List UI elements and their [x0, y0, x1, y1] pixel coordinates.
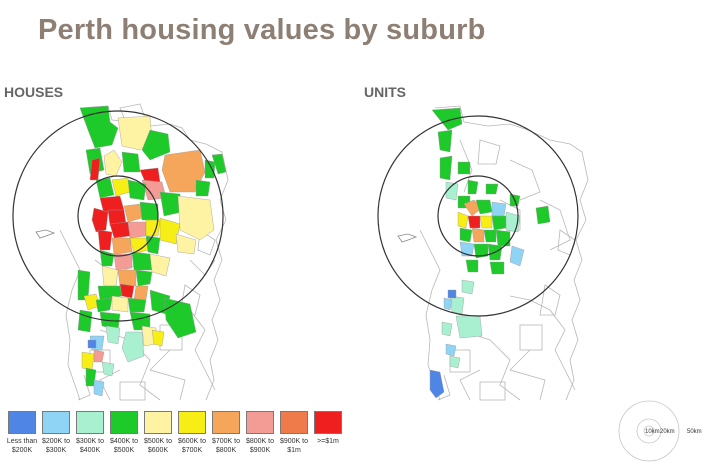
legend-item: $600K to $700K	[178, 411, 210, 455]
legend-label: Less than $200K	[6, 438, 38, 454]
page-title: Perth housing values by suburb	[38, 14, 486, 46]
legend-item: $200K to $300K	[42, 411, 74, 455]
scale-ring-10km	[643, 425, 655, 437]
legend-swatch	[280, 411, 308, 434]
distance-scale: 10km 20km 50km	[618, 400, 702, 462]
scale-label-20km: 20km	[660, 429, 675, 435]
units-map	[377, 105, 589, 401]
legend-label: >=$1m	[317, 438, 339, 445]
scale-label-10km: 10km	[645, 429, 660, 435]
legend-item: $700K to $800K	[212, 411, 244, 455]
distance-rings	[377, 115, 579, 317]
legend-swatch	[76, 411, 104, 434]
scale-ring-20km	[636, 418, 662, 444]
legend-item: $400K to $500K	[110, 411, 142, 455]
price-legend: Less than $200K $200K to $300K $300K to …	[6, 411, 353, 469]
legend-item: $900K to $1m	[280, 411, 312, 455]
legend-item: $500K to $600K	[144, 411, 176, 455]
houses-panel-label: HOUSES	[4, 84, 64, 100]
legend-swatch	[178, 411, 206, 434]
legend-label: $300K to $400K	[75, 438, 105, 454]
legend-item: Less than $200K	[6, 411, 40, 455]
suburb-boundaries	[419, 105, 589, 401]
legend-swatch	[212, 411, 240, 434]
legend-label: $200K to $300K	[41, 438, 71, 454]
legend-item: >=$1m	[314, 411, 346, 447]
houses-map	[12, 103, 229, 401]
legend-label: $400K to $500K	[109, 438, 139, 454]
scale-ring-50km	[618, 400, 680, 462]
distance-rings	[12, 110, 224, 322]
island-shape	[35, 229, 56, 239]
suburb-fills	[77, 105, 227, 397]
legend-item: $300K to $400K	[76, 411, 108, 455]
legend-swatch	[314, 411, 342, 434]
legend-swatch	[144, 411, 172, 434]
suburb-fills	[429, 107, 551, 399]
legend-label: $800K to $900K	[245, 438, 275, 454]
legend-label: $600K to $700K	[177, 438, 207, 454]
legend-label: $900K to $1m	[279, 438, 309, 454]
legend-label: $500K to $600K	[143, 438, 173, 454]
legend-swatch	[42, 411, 70, 434]
legend-swatch	[8, 411, 36, 434]
legend-item: $800K to $900K	[246, 411, 278, 455]
units-panel-label: UNITS	[364, 84, 406, 100]
legend-swatch	[246, 411, 274, 434]
legend-label: $700K to $800K	[211, 438, 241, 454]
island-shape	[397, 233, 418, 243]
scale-label-50km: 50km	[687, 429, 702, 435]
legend-swatch	[110, 411, 138, 434]
